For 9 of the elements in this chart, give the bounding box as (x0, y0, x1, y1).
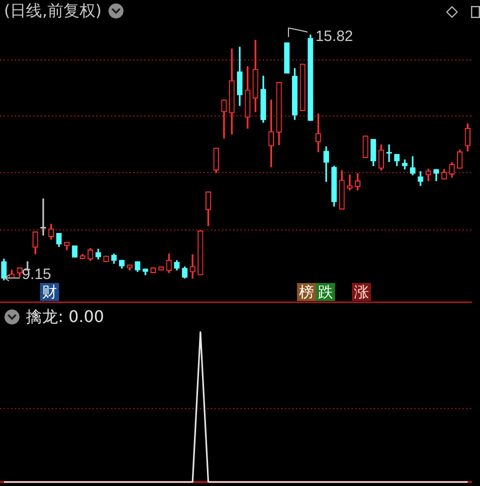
annotation: 15.82 (315, 28, 354, 46)
annotation: 9.15 (22, 266, 52, 284)
chart-title: (日线,前复权) (4, 1, 102, 20)
chart-title: 擒龙: 0.00 (26, 307, 104, 326)
candlestick (190, 254, 196, 278)
text: 跌 (316, 283, 335, 301)
text: 涨 (352, 283, 371, 301)
text: 榜 (297, 283, 316, 301)
text: 财 (40, 283, 59, 301)
